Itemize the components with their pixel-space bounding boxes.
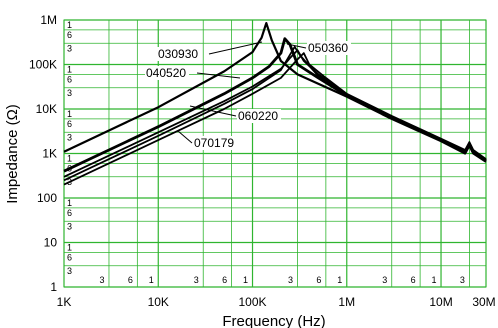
x-minor-label: 6	[222, 275, 227, 285]
y-minor-label: 3	[67, 132, 72, 142]
y-minor-label: 1	[67, 198, 72, 208]
y-minor-label: 1	[67, 65, 72, 75]
y-minor-label: 6	[67, 208, 72, 218]
y-minor-label: 6	[67, 30, 72, 40]
y-minor-label: 1	[67, 154, 72, 164]
callout-bg-050360	[307, 41, 351, 55]
y-minor-label: 1	[67, 243, 72, 253]
y-minor-label: 1	[67, 20, 72, 30]
y-tick-label: 10K	[36, 102, 57, 116]
x-minor-label: 6	[128, 275, 133, 285]
y-tick-label: 1M	[40, 13, 57, 27]
series-lines	[63, 22, 487, 186]
x-minor-label: 3	[99, 275, 104, 285]
y-minor-label: 3	[67, 221, 72, 231]
callout-label-060220: 060220	[238, 109, 278, 123]
x-minor-label: 6	[411, 275, 416, 285]
x-minor-label: 1	[243, 275, 248, 285]
x-tick-label: 30M	[472, 295, 495, 309]
x-tick-label: 1K	[57, 295, 72, 309]
x-tick-label: 10M	[429, 295, 452, 309]
x-minor-label: 1	[432, 275, 437, 285]
callout-bg-040520	[145, 66, 189, 80]
y-tick-label: 1	[50, 280, 57, 294]
y-minor-label: 3	[67, 88, 72, 98]
y-minor-label: 6	[67, 74, 72, 84]
y-tick-label: 100	[37, 191, 57, 205]
y-tick-labels: 1 10 100 1K 10K 100K 1M	[29, 13, 57, 294]
series-callouts: 030930 040520 050360 060220 070179	[145, 41, 351, 150]
x-minor-label: 6	[316, 275, 321, 285]
x-tick-label: 100K	[238, 295, 266, 309]
callout-leader-050360	[286, 43, 307, 49]
series-line-070179	[63, 52, 487, 186]
y-tick-label: 10	[44, 236, 58, 250]
callout-label-040520: 040520	[146, 66, 186, 80]
x-axis-title: Frequency (Hz)	[222, 313, 325, 328]
x-tick-label: 1M	[338, 295, 355, 309]
x-tick-label: 10K	[148, 295, 169, 309]
y-tick-label: 1K	[42, 147, 57, 161]
y-minor-label: 3	[67, 266, 72, 276]
y-minor-label: 1	[67, 109, 72, 119]
y-minor-label: 6	[67, 252, 72, 262]
callout-leader-070179	[177, 130, 193, 144]
x-minor-label: 1	[149, 275, 154, 285]
callout-leader-040520	[196, 72, 241, 79]
grid	[63, 19, 487, 288]
y-minor-label: 6	[67, 119, 72, 129]
x-minor-label: 3	[382, 275, 387, 285]
callout-bg-070179	[193, 136, 237, 150]
x-minor-label: 3	[194, 275, 199, 285]
callout-bg-060220	[237, 109, 281, 123]
x-minor-label: 3	[460, 275, 465, 285]
callout-leader-030930	[208, 41, 263, 55]
callout-bg-030930	[157, 47, 201, 61]
x-tick-labels: 1K 10K 100K 1M 10M 30M	[57, 295, 496, 309]
callout-leader-060220	[189, 105, 237, 117]
y-minor-label: 3	[67, 43, 72, 53]
x-minor-label: 1	[337, 275, 342, 285]
callout-label-070179: 070179	[194, 136, 234, 150]
y-axis-title: Impedance (Ω)	[4, 104, 21, 204]
x-minor-label: 3	[288, 275, 293, 285]
y-tick-label: 100K	[29, 58, 57, 72]
callout-label-030930: 030930	[158, 47, 198, 61]
callout-label-050360: 050360	[308, 41, 348, 55]
